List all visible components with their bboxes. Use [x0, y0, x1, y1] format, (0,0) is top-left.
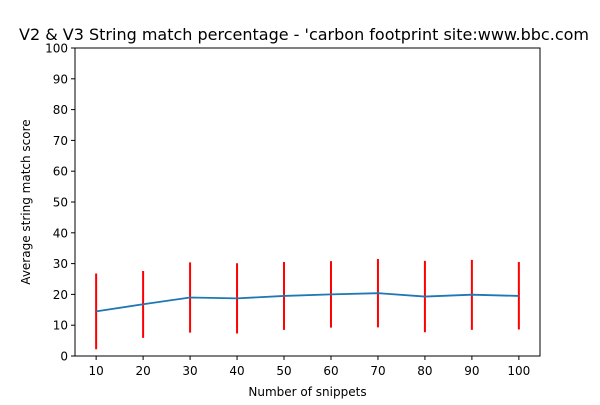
y-tick-label: 70: [53, 134, 68, 148]
x-tick-label: 90: [464, 364, 479, 378]
x-tick-label: 40: [229, 364, 244, 378]
chart-title: V2 & V3 String match percentage - 'carbo…: [19, 25, 589, 44]
x-tick-label: 70: [370, 364, 385, 378]
y-axis-label: Average string match score: [19, 119, 33, 284]
y-axis: 0 10 20 30 40 50 60 70 80 90 100: [45, 42, 75, 364]
x-tick-label: 100: [507, 364, 530, 378]
y-tick-label: 50: [53, 196, 68, 210]
x-tick-label: 60: [323, 364, 338, 378]
y-tick-label: 20: [53, 288, 68, 302]
error-bars: [95, 258, 520, 350]
plot-frame: [74, 47, 541, 357]
x-tick-label: 30: [182, 364, 197, 378]
x-axis: 10 20 30 40 50 60 70 80 90 100: [88, 356, 530, 378]
x-tick-label: 10: [88, 364, 103, 378]
x-tick-label: 50: [276, 364, 291, 378]
y-tick-label: 80: [53, 103, 68, 117]
y-tick-label: 60: [53, 165, 68, 179]
y-tick-label: 10: [53, 319, 68, 333]
x-axis-label: Number of snippets: [248, 385, 366, 399]
y-tick-label: 40: [53, 226, 68, 240]
y-tick-label: 0: [60, 350, 68, 364]
x-tick-label: 80: [417, 364, 432, 378]
x-tick-label: 20: [135, 364, 150, 378]
y-tick-label: 100: [45, 42, 68, 56]
y-tick-label: 90: [53, 72, 68, 86]
plot-area: [74, 47, 541, 357]
series-lines: [96, 292, 519, 313]
y-tick-label: 30: [53, 257, 68, 271]
series-line: [96, 292, 519, 313]
